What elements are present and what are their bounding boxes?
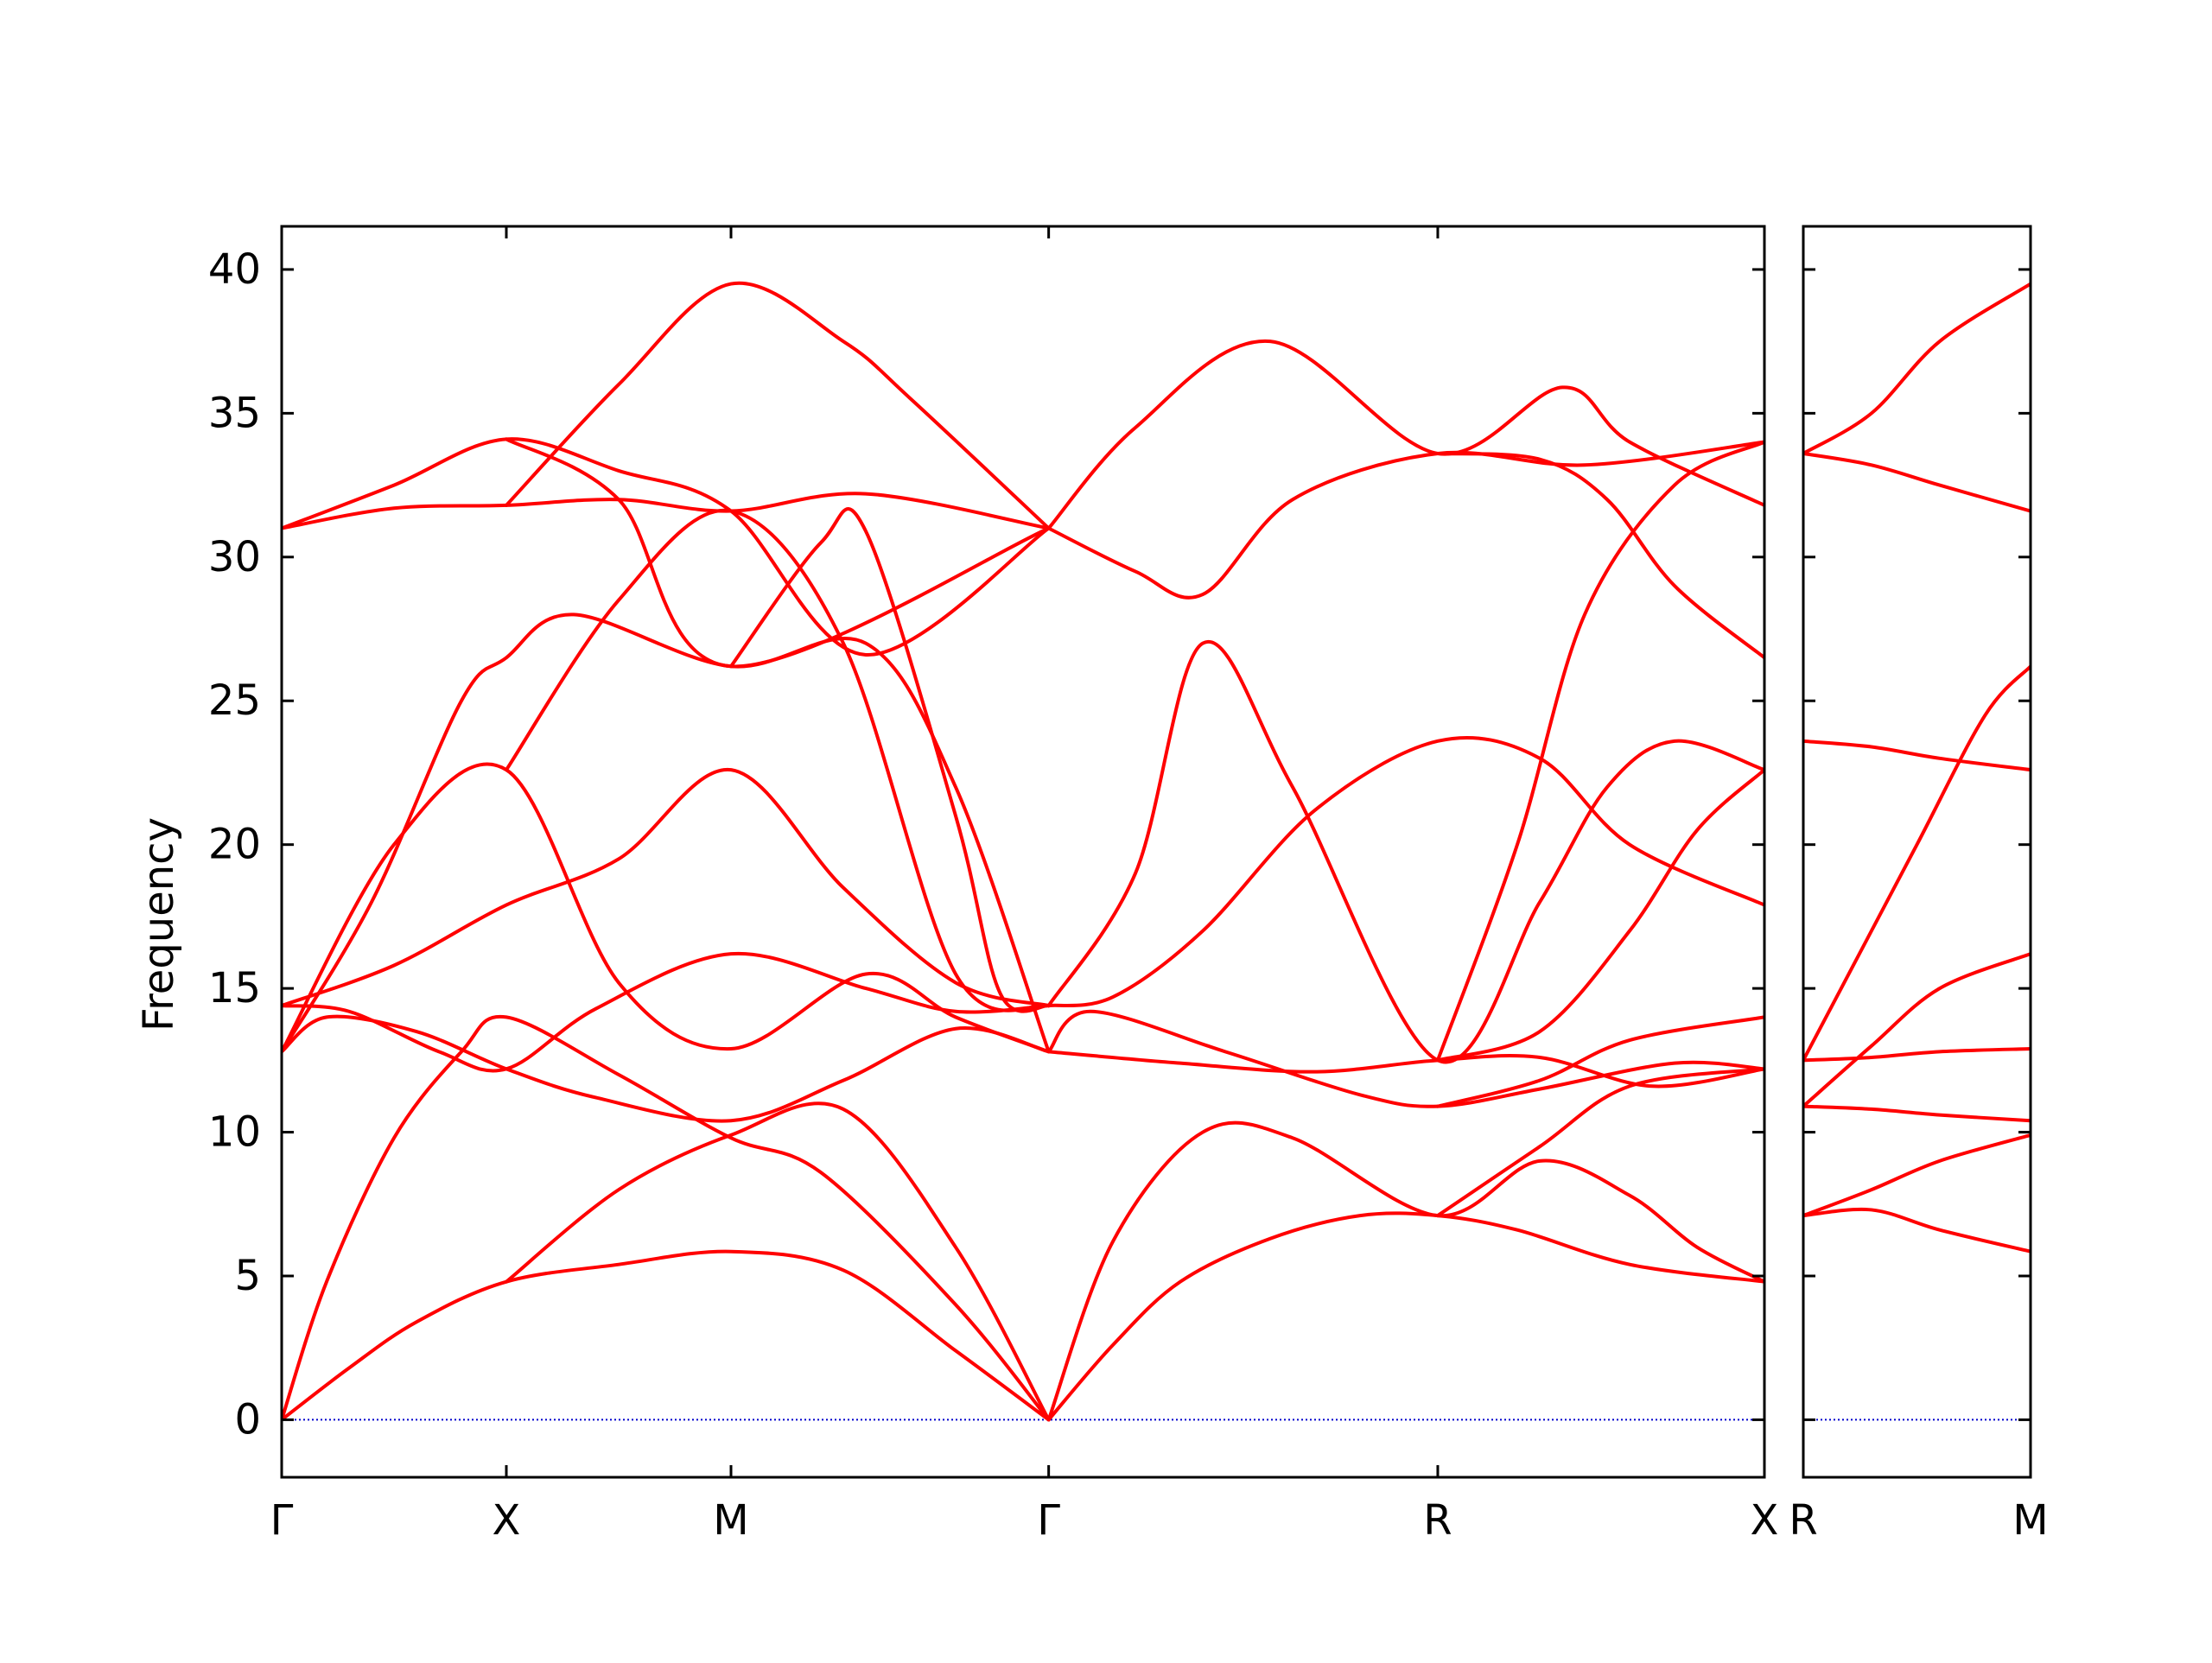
band-line-panel-1-11 <box>1435 1015 1764 1108</box>
y-tick-label-3: 10 <box>208 1108 261 1157</box>
band-line-panel-1-19 <box>729 507 1051 1013</box>
band-line-panel-2-4 <box>1803 739 2031 772</box>
x-tick-label-panel-2-2: M <box>2012 1496 2048 1545</box>
y-tick-label-8: 35 <box>208 389 261 437</box>
band-line-panel-1-27 <box>1435 451 1764 660</box>
band-line-panel-1-23 <box>282 437 1051 657</box>
band-line-panel-1-21 <box>1435 440 1764 1063</box>
band-line-panel-1-25 <box>505 437 1051 669</box>
y-tick-label-2: 5 <box>234 1252 261 1300</box>
y-tick-label-9: 40 <box>208 245 261 294</box>
band-line-panel-2-1 <box>1803 282 2031 455</box>
x-tick-label-panel-1-1: Γ <box>270 1496 294 1545</box>
band-line-panel-2-2 <box>1803 451 2031 513</box>
band-line-panel-1-6 <box>1435 1067 1764 1218</box>
band-line-panel-1-17 <box>282 613 1051 1054</box>
panel-frame-1 <box>280 225 1766 1479</box>
x-tick-label-panel-1-6: X <box>1751 1496 1779 1545</box>
band-line-panel-2-7 <box>1803 1104 2031 1123</box>
x-tick-label-panel-1-3: M <box>713 1496 748 1545</box>
y-tick-label-7: 30 <box>208 533 261 581</box>
band-line-panel-1-10 <box>1046 1009 1764 1108</box>
y-tick-label-6: 25 <box>208 676 261 725</box>
band-line-panel-1-13 <box>282 768 1051 1008</box>
band-line-panel-1-2 <box>1046 1211 1764 1422</box>
band-line-panel-1-3 <box>282 1014 1051 1422</box>
y-tick-label-4: 15 <box>208 964 261 1012</box>
x-tick-label-panel-2-1: R <box>1789 1496 1817 1545</box>
panel-frame-2 <box>1802 225 2032 1479</box>
band-line-panel-1-8 <box>282 951 1051 1073</box>
band-line-panel-2-6 <box>1803 1047 2031 1063</box>
band-line-panel-1-16 <box>1435 768 1764 1063</box>
band-line-panel-1-4 <box>505 1101 1051 1422</box>
band-line-panel-1-12 <box>282 762 1051 1054</box>
band-line-panel-1-15 <box>1046 639 1764 1064</box>
band-line-panel-1-22 <box>282 492 1051 530</box>
band-line-panel-1-1 <box>282 1249 1051 1422</box>
band-line-panel-1-20 <box>1046 440 1764 600</box>
y-tick-label-5: 20 <box>208 821 261 869</box>
band-line-panel-1-24 <box>505 281 1051 530</box>
x-tick-label-panel-1-4: Γ <box>1037 1496 1060 1545</box>
x-tick-label-panel-1-2: X <box>493 1496 521 1545</box>
band-line-panel-1-26 <box>1046 340 1764 530</box>
y-tick-label-1: 0 <box>234 1395 261 1444</box>
band-line-panel-1-18 <box>505 508 1051 1012</box>
band-line-panel-1-5 <box>1046 1120 1764 1422</box>
band-line-panel-1-14 <box>1046 735 1764 1008</box>
y-axis-label: Frequency <box>135 817 183 1031</box>
x-tick-label-panel-1-5: R <box>1423 1496 1452 1545</box>
band-line-panel-2-5 <box>1803 952 2031 1108</box>
band-line-panel-1-9 <box>1046 1050 1764 1089</box>
band-line-panel-2-8 <box>1803 1133 2031 1218</box>
band-line-panel-2-3 <box>1803 664 2031 1063</box>
band-line-panel-2-9 <box>1803 1207 2031 1254</box>
